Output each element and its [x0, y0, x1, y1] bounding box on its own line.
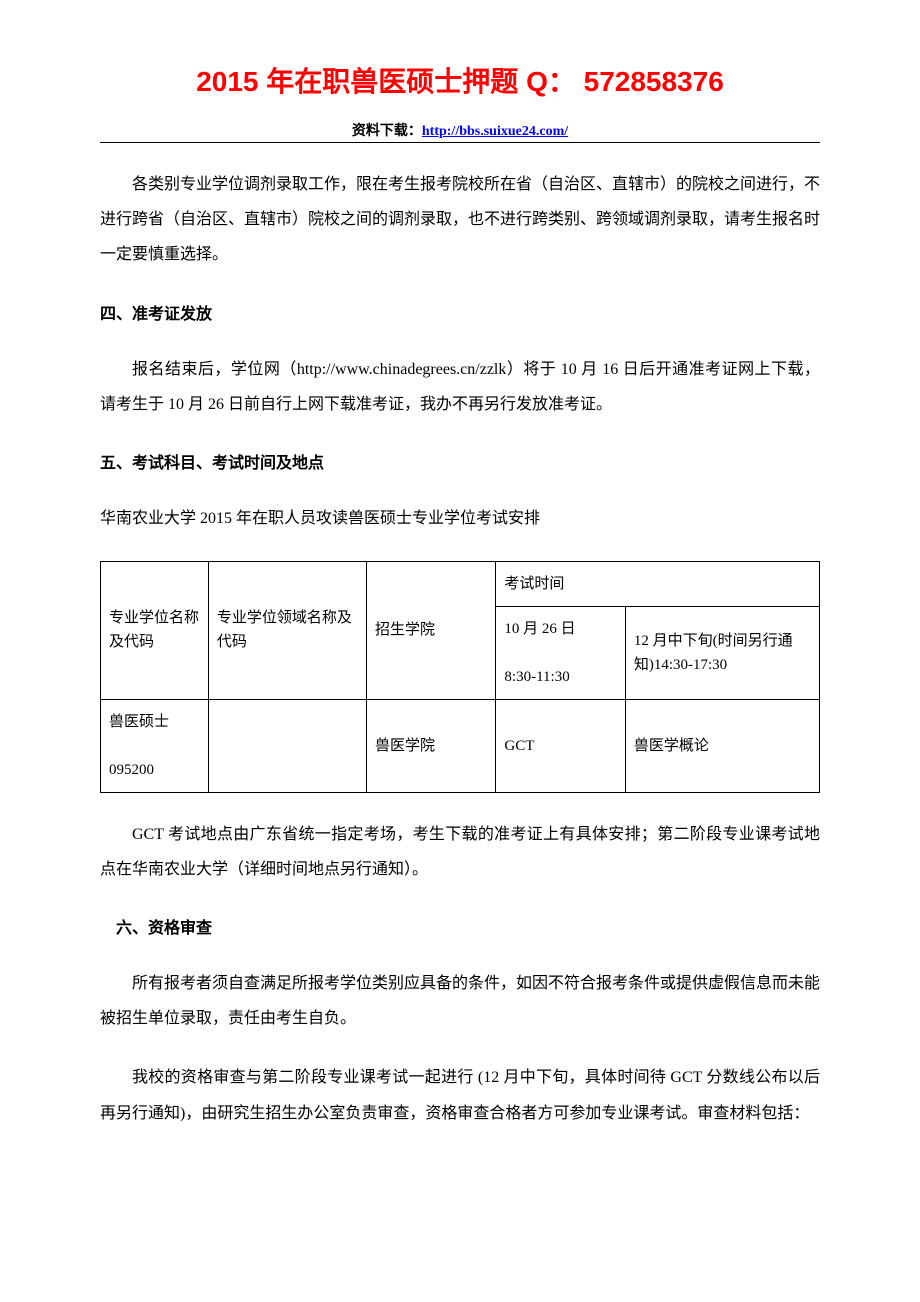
header-divider: [100, 142, 820, 143]
download-label: 资料下载：: [352, 124, 422, 139]
th-college: 招生学院: [367, 561, 496, 699]
td-subject-1: GCT: [496, 699, 625, 792]
paragraph-exam-intro: 华南农业大学 2015 年在职人员攻读兽医硕士专业学位考试安排: [100, 501, 820, 536]
paragraph-gct-location: GCT 考试地点由广东省统一指定考场，考生下载的准考证上有具体安排；第二阶段专业…: [100, 817, 820, 887]
download-link[interactable]: http://bbs.suixue24.com/: [422, 124, 568, 139]
exam-table: 专业学位名称及代码 专业学位领域名称及代码 招生学院 考试时间 10 月 26 …: [100, 561, 820, 793]
td-subject-2: 兽医学概论: [625, 699, 819, 792]
th-exam-time: 考试时间: [496, 561, 820, 606]
download-line: 资料下载：http://bbs.suixue24.com/: [100, 120, 820, 140]
th-time-1: 10 月 26 日 8:30-11:30: [496, 606, 625, 699]
table-row: 兽医硕士 095200 兽医学院 GCT 兽医学概论: [101, 699, 820, 792]
page-title: 2015 年在职兽医硕士押题 Q： 572858376: [100, 60, 820, 100]
paragraph-intro: 各类别专业学位调剂录取工作，限在考生报考院校所在省（自治区、直辖市）的院校之间进…: [100, 167, 820, 273]
paragraph-qualification-2: 我校的资格审查与第二阶段专业课考试一起进行 (12 月中下旬，具体时间待 GCT…: [100, 1060, 820, 1130]
heading-5: 五、考试科目、考试时间及地点: [100, 446, 820, 481]
td-domain: [208, 699, 366, 792]
heading-6: 六、资格审查: [100, 911, 820, 946]
th-time-2: 12 月中下旬(时间另行通知)14:30-17:30: [625, 606, 819, 699]
td-college: 兽医学院: [367, 699, 496, 792]
th-domain-name: 专业学位领域名称及代码: [208, 561, 366, 699]
paragraph-ticket: 报名结束后，学位网（http://www.chinadegrees.cn/zzl…: [100, 352, 820, 422]
paragraph-qualification-1: 所有报考者须自查满足所报考学位类别应具备的条件，如因不符合报考条件或提供虚假信息…: [100, 966, 820, 1036]
heading-4: 四、准考证发放: [100, 297, 820, 332]
th-degree-name: 专业学位名称及代码: [101, 561, 209, 699]
td-degree: 兽医硕士 095200: [101, 699, 209, 792]
table-header-row-1: 专业学位名称及代码 专业学位领域名称及代码 招生学院 考试时间: [101, 561, 820, 606]
